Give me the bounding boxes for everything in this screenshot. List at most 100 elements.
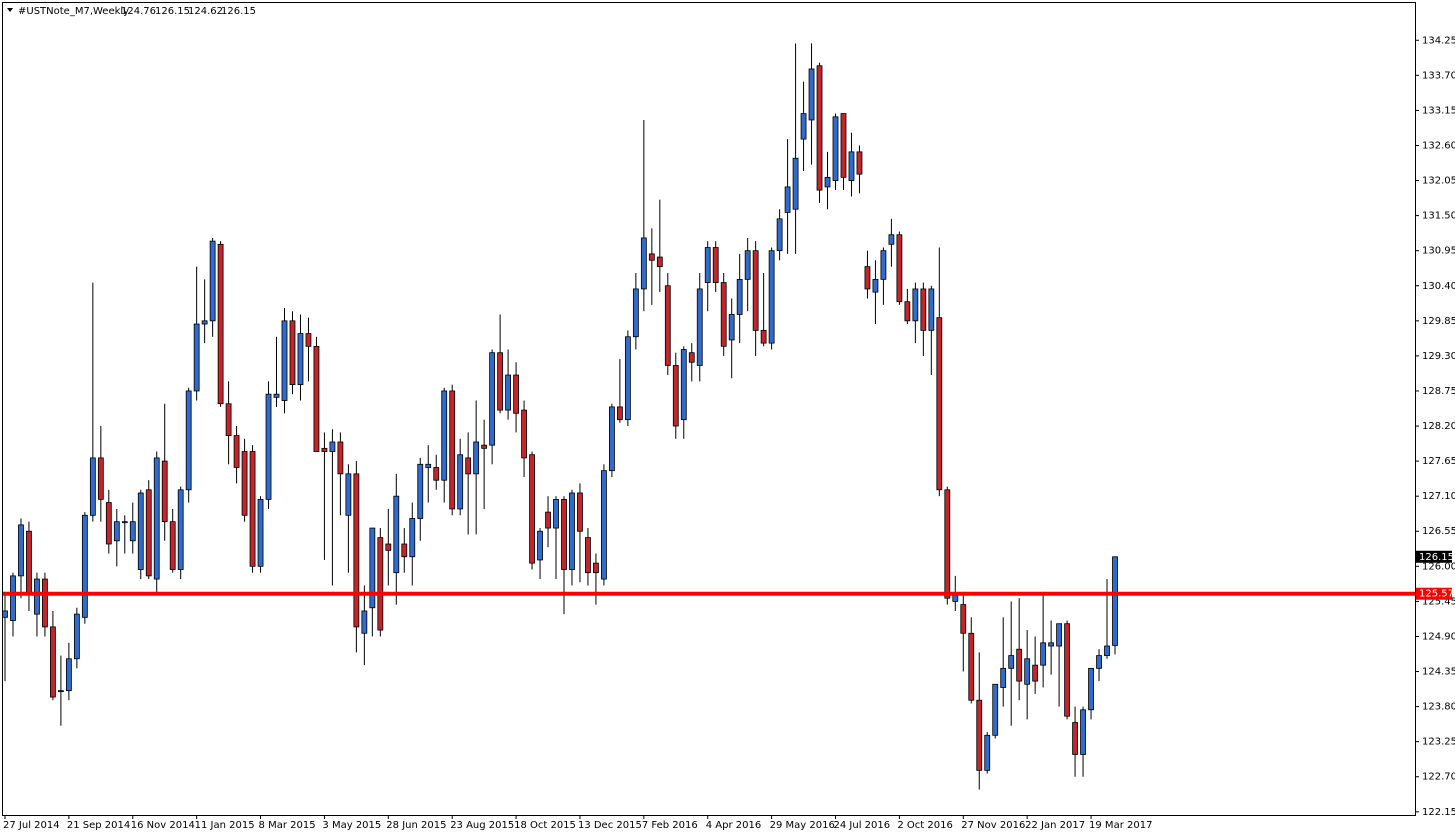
x-tick-label: 27 Jul 2014 <box>3 820 60 831</box>
candle-down <box>672 365 679 427</box>
candle-down <box>289 320 296 385</box>
x-tick-label: 24 Jul 2016 <box>834 820 891 831</box>
x-tick-label: 11 Jan 2015 <box>195 820 255 831</box>
candle-down <box>760 329 767 344</box>
x-tick-label: 21 Sep 2014 <box>67 820 130 831</box>
header-open: 124.76 <box>121 6 156 17</box>
header-arrow[interactable] <box>7 8 13 12</box>
candle-up <box>265 393 272 500</box>
candle-up <box>73 613 80 660</box>
candle-up <box>601 470 607 580</box>
hline-label-box <box>1416 587 1452 600</box>
header-low: 124.62 <box>188 6 223 17</box>
candle-down <box>449 390 456 510</box>
y-tick-label: 129.30 <box>1422 351 1455 362</box>
candle-down <box>433 467 440 481</box>
candle-down <box>1016 648 1023 682</box>
candle-down <box>249 451 256 567</box>
header-high: 126.15 <box>155 6 190 17</box>
candle-down <box>593 562 599 574</box>
candle-down <box>752 250 759 331</box>
candle-up <box>257 498 264 567</box>
candle-up <box>736 278 743 315</box>
candle-up <box>952 594 959 602</box>
candle-up <box>768 250 775 344</box>
candle-up <box>273 393 280 398</box>
candle-down <box>920 288 927 331</box>
candle-up <box>505 374 511 411</box>
candle-down <box>585 537 591 574</box>
candle-up <box>1096 655 1102 669</box>
candle-up <box>632 288 639 338</box>
candle-up <box>880 250 887 280</box>
candle-down <box>217 243 224 405</box>
hline-label: 125.57 <box>1419 589 1454 600</box>
candle-down <box>497 352 504 411</box>
candle-down <box>656 256 663 268</box>
candle-up <box>201 320 208 325</box>
candle-up <box>888 234 895 245</box>
x-tick-label: 13 Dec 2015 <box>578 820 642 831</box>
candle-down <box>145 489 152 577</box>
candle-up <box>137 492 144 570</box>
candle-down <box>26 530 32 596</box>
candle-up <box>121 521 128 524</box>
candle-up <box>329 441 336 452</box>
candle-up <box>417 463 424 519</box>
candle-up <box>1008 655 1015 669</box>
candle-up <box>553 498 559 529</box>
candle-down <box>42 578 48 628</box>
candle-up <box>2 610 8 618</box>
candle-up <box>89 457 96 516</box>
candle-down <box>688 352 695 363</box>
x-tick-label: 8 Mar 2015 <box>259 820 316 831</box>
candle-up <box>680 349 687 421</box>
y-tick-label: 127.10 <box>1422 491 1455 502</box>
candle-up <box>569 492 575 570</box>
candle-up <box>361 610 368 634</box>
candle-up <box>1088 667 1094 711</box>
candle-up <box>1040 642 1047 666</box>
y-tick-label: 128.75 <box>1422 386 1455 397</box>
y-tick-label: 127.65 <box>1422 456 1455 467</box>
candle-down <box>337 441 344 475</box>
candle-down <box>321 447 328 452</box>
candle-down <box>225 403 232 437</box>
x-tick-label: 2 Oct 2016 <box>897 820 952 831</box>
candle-down <box>712 247 719 283</box>
y-tick-label: 124.90 <box>1422 631 1455 642</box>
candle-up <box>800 113 807 140</box>
candle-down <box>840 113 847 178</box>
candle-up <box>345 473 352 516</box>
candle-down <box>385 543 392 551</box>
candle-up <box>185 390 192 491</box>
candle-down <box>856 151 863 175</box>
y-tick-label: 131.50 <box>1422 211 1455 222</box>
y-tick-label: 134.25 <box>1422 35 1455 46</box>
candle-up <box>1024 658 1031 685</box>
candle-up <box>1056 623 1063 647</box>
candle-up <box>1112 556 1118 646</box>
y-tick-label: 123.80 <box>1422 702 1455 713</box>
candle-down <box>305 333 312 347</box>
candle-down <box>896 234 903 303</box>
candle-down <box>521 409 527 459</box>
candle-up <box>744 250 751 280</box>
candle-up <box>1104 645 1110 656</box>
candle-up <box>393 495 400 574</box>
candle-up <box>704 247 711 283</box>
candle-up <box>848 151 855 181</box>
candle-up <box>832 116 839 181</box>
candle-down <box>616 406 623 421</box>
candle-up <box>776 218 783 252</box>
x-tick-label: 23 Aug 2015 <box>450 820 514 831</box>
candle-down <box>169 521 176 570</box>
candle-up <box>369 527 376 609</box>
candle-up <box>728 314 735 341</box>
candle-up <box>129 521 136 542</box>
candle-down <box>960 604 967 634</box>
candle-up <box>1048 642 1055 647</box>
y-tick-label: 132.05 <box>1422 176 1455 187</box>
candle-up <box>57 690 64 693</box>
